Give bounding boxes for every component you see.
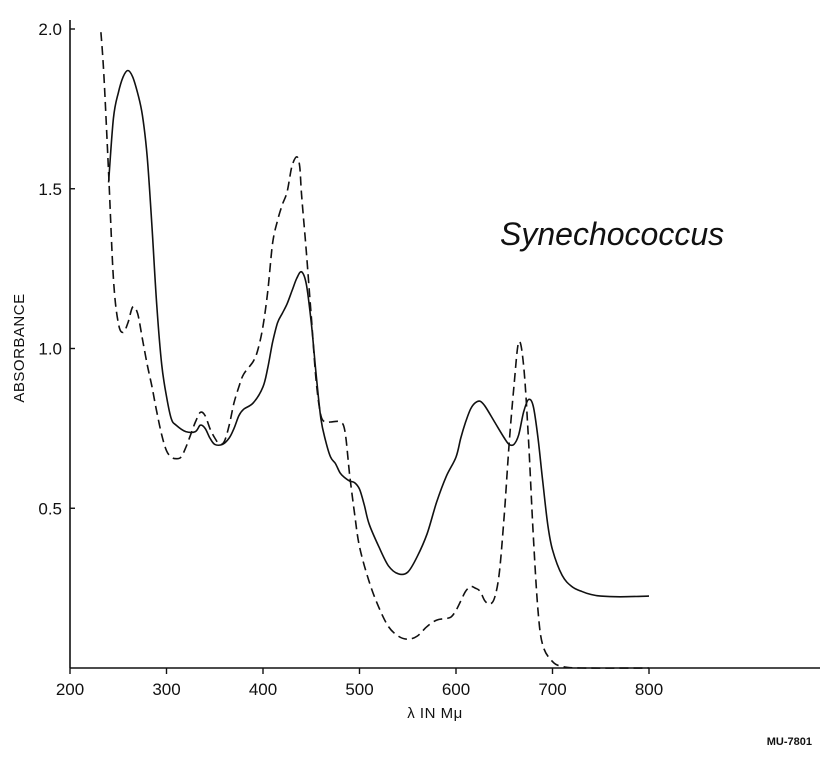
chart-annotation: Synechococcus — [500, 216, 724, 252]
x-tick-label: 600 — [442, 680, 470, 699]
x-axis-label: λ IN Mμ — [407, 705, 462, 722]
series-lines — [100, 32, 650, 669]
series-line-solid — [107, 69, 650, 598]
x-tick-label: 200 — [56, 680, 84, 699]
x-tick-label: 300 — [152, 680, 180, 699]
series-line-dashed — [100, 32, 650, 669]
x-tick-label: 800 — [635, 680, 663, 699]
tick-labels: 200 300 400 500 600 700 800 0.5 1.0 1.5 2.0 — [38, 20, 663, 699]
x-tick-label: 500 — [345, 680, 373, 699]
figure-id: MU-7801 — [767, 736, 812, 748]
x-tick-label: 700 — [538, 680, 566, 699]
axes — [69, 20, 820, 669]
y-axis-label: ABSORBANCE — [11, 293, 28, 402]
y-tick-label: 0.5 — [38, 499, 62, 518]
y-tick-label: 1.5 — [38, 180, 62, 199]
y-tick-label: 1.0 — [38, 340, 62, 359]
tick-marks — [69, 28, 650, 674]
x-tick-label: 400 — [249, 680, 277, 699]
y-tick-label: 2.0 — [38, 20, 62, 39]
